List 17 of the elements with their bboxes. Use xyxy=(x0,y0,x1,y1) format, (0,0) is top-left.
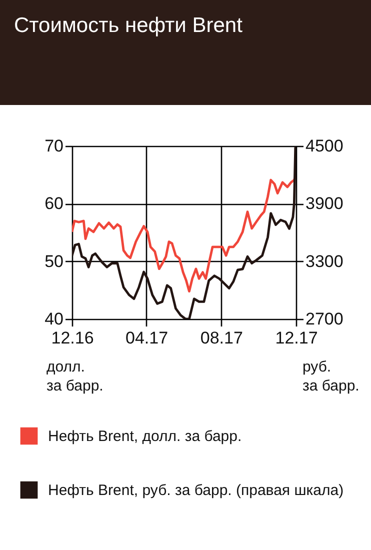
y2-tick-label: 2700 xyxy=(306,310,344,328)
y-tick-label: 70 xyxy=(44,136,64,156)
x-tick-label: 04.17 xyxy=(125,328,168,348)
x-tick-label: 12.17 xyxy=(275,328,318,348)
y-tick-label: 50 xyxy=(44,252,64,271)
y-tick-label: 40 xyxy=(44,310,64,328)
y-tick-label: 60 xyxy=(44,194,64,214)
legend-label: Нефть Brent, руб. за барр. (правая шкала) xyxy=(48,482,344,499)
y2-tick-label: 3300 xyxy=(306,252,344,271)
y2-tick-label: 3900 xyxy=(306,194,344,214)
legend-label: Нефть Brent, долл. за барр. xyxy=(48,428,242,445)
chart-title: Стоимость нефти Brent xyxy=(0,0,371,105)
y2-tick-label: 4500 xyxy=(306,136,344,156)
y-axis-title: долл. за барр. xyxy=(46,358,104,394)
y2-axis-title: руб. за барр. xyxy=(302,358,360,394)
x-tick-label: 08.17 xyxy=(200,328,243,348)
x-tick-label: 12.16 xyxy=(51,328,94,348)
